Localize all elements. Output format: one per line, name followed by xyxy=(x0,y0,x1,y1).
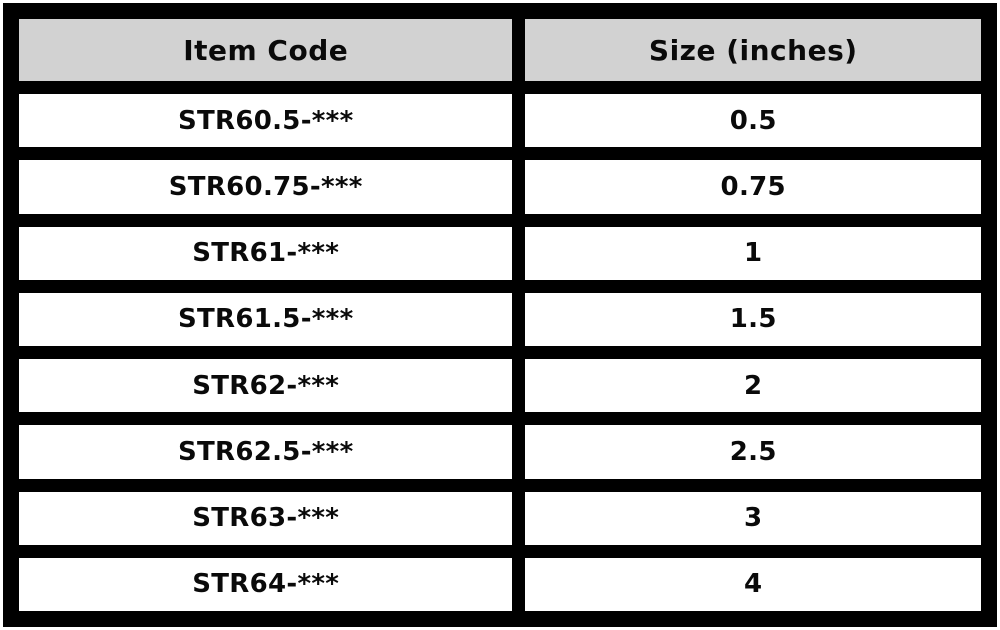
item-code-cell: STR60.5-*** xyxy=(19,94,513,148)
item-code-cell: STR63-*** xyxy=(19,491,513,545)
header-cell-item-code: Item Code xyxy=(19,19,513,81)
item-code-cell: STR60.75-*** xyxy=(19,160,513,214)
size-value-cell: 0.5 xyxy=(525,94,981,148)
item-code-cell: STR61.5-*** xyxy=(19,292,513,346)
item-code-cell: STR62-*** xyxy=(19,359,513,413)
item-size-table: Item Code Size (inches) STR60.5-*** 0.5 … xyxy=(6,6,994,624)
table-row: STR63-*** 3 xyxy=(19,491,981,545)
table-row: STR62-*** 2 xyxy=(19,359,981,413)
table-row: STR64-*** 4 xyxy=(19,557,981,611)
size-value-cell: 0.75 xyxy=(525,160,981,214)
size-value-cell: 1.5 xyxy=(525,292,981,346)
table-header-row: Item Code Size (inches) xyxy=(19,19,981,81)
item-code-cell: STR61-*** xyxy=(19,226,513,280)
size-value-cell: 2.5 xyxy=(525,425,981,479)
header-cell-size: Size (inches) xyxy=(525,19,981,81)
table-row: STR60.75-*** 0.75 xyxy=(19,160,981,214)
table-row: STR60.5-*** 0.5 xyxy=(19,94,981,148)
item-code-cell: STR62.5-*** xyxy=(19,425,513,479)
size-value-cell: 3 xyxy=(525,491,981,545)
table-frame: Item Code Size (inches) STR60.5-*** 0.5 … xyxy=(3,3,997,627)
size-value-cell: 4 xyxy=(525,557,981,611)
size-value-cell: 2 xyxy=(525,359,981,413)
item-code-cell: STR64-*** xyxy=(19,557,513,611)
size-value-cell: 1 xyxy=(525,226,981,280)
table-row: STR61-*** 1 xyxy=(19,226,981,280)
table-row: STR62.5-*** 2.5 xyxy=(19,425,981,479)
table-row: STR61.5-*** 1.5 xyxy=(19,292,981,346)
